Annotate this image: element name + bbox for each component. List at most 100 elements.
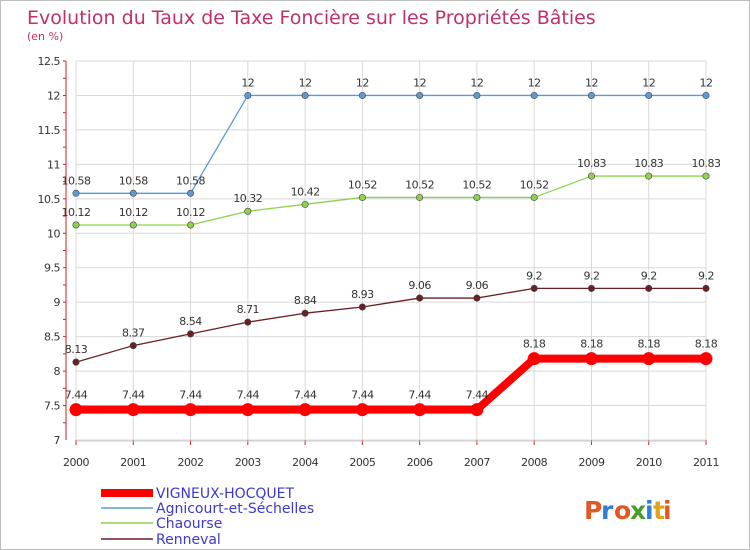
data-label-agnicourt-et-s-chelles: 12	[642, 76, 655, 89]
legend-label: Renneval	[156, 532, 221, 548]
data-point-agnicourt-et-s-chelles	[473, 91, 481, 99]
legend-label: Agnicourt-et-Séchelles	[156, 501, 314, 517]
data-point-vigneux-hocquet	[527, 352, 541, 366]
data-label-renneval: 9.2	[526, 269, 542, 282]
series-line-agnicourt-et-s-chelles	[76, 94, 706, 194]
data-label-chaourse: 10.83	[692, 157, 721, 170]
x-tick-label: 2001	[120, 456, 146, 469]
x-tick-label: 2011	[693, 456, 719, 469]
data-label-vigneux-hocquet: 7.44	[466, 389, 489, 402]
data-point-renneval	[129, 342, 137, 350]
data-label-chaourse: 10.12	[62, 206, 91, 219]
data-label-renneval: 8.13	[65, 343, 88, 356]
data-point-renneval	[301, 309, 309, 317]
data-label-renneval: 9.2	[583, 269, 599, 282]
data-label-layer: 10.58 10.58 10.58 12 12 12 12 12 12 12 12 12 10.12 10…	[62, 76, 722, 402]
data-label-chaourse: 10.52	[462, 178, 491, 191]
data-point-chaourse	[530, 193, 538, 201]
data-point-chaourse	[301, 200, 309, 208]
data-point-vigneux-hocquet	[298, 403, 312, 417]
data-label-agnicourt-et-s-chelles: 10.58	[176, 174, 205, 187]
axis-layer: 7 7.5 8 8.5 9 9.5 10 10.5 11 11.5 12 12.5 2000 2001 20…	[38, 55, 720, 469]
logo-letter: o	[614, 496, 631, 525]
y-tick-label: 9	[54, 296, 61, 309]
data-point-vigneux-hocquet	[584, 352, 598, 366]
data-point-chaourse	[358, 193, 366, 201]
data-point-renneval	[530, 284, 538, 292]
y-tick-label: 8.5	[44, 331, 60, 344]
data-point-renneval	[244, 318, 252, 326]
proxiti-logo: Pr oxi ti	[584, 496, 672, 525]
data-point-chaourse	[416, 193, 424, 201]
data-label-chaourse: 10.52	[348, 178, 377, 191]
data-point-renneval	[72, 358, 80, 366]
data-point-chaourse	[244, 207, 252, 215]
data-label-renneval: 9.2	[641, 269, 657, 282]
data-label-chaourse: 10.32	[233, 192, 262, 205]
y-tick-label: 9.5	[44, 262, 60, 275]
series-layer	[69, 91, 713, 417]
data-label-vigneux-hocquet: 8.18	[580, 338, 603, 351]
x-tick-label: 2002	[178, 456, 204, 469]
data-label-chaourse: 10.12	[176, 206, 205, 219]
data-point-vigneux-hocquet	[69, 403, 83, 417]
data-point-vigneux-hocquet	[470, 403, 484, 417]
y-tick-label: 8	[54, 365, 61, 378]
data-label-vigneux-hocquet: 7.44	[351, 389, 374, 402]
data-point-vigneux-hocquet	[184, 403, 198, 417]
data-label-renneval: 9.06	[466, 279, 489, 292]
y-tick-label: 11	[47, 158, 60, 171]
data-point-renneval	[702, 284, 710, 292]
data-point-chaourse	[72, 221, 80, 229]
x-tick-label: 2010	[636, 456, 662, 469]
data-label-renneval: 8.93	[351, 288, 374, 301]
x-tick-label: 2009	[578, 456, 604, 469]
data-point-chaourse	[187, 221, 195, 229]
y-tick-label: 10.5	[38, 193, 61, 206]
data-label-agnicourt-et-s-chelles: 12	[413, 76, 426, 89]
data-label-renneval: 8.71	[237, 303, 260, 316]
data-label-vigneux-hocquet: 7.44	[65, 389, 88, 402]
data-point-agnicourt-et-s-chelles	[587, 91, 595, 99]
data-label-vigneux-hocquet: 8.18	[695, 338, 718, 351]
data-label-vigneux-hocquet: 7.44	[179, 389, 202, 402]
data-point-vigneux-hocquet	[355, 403, 369, 417]
logo-letter: t	[653, 496, 665, 525]
data-point-agnicourt-et-s-chelles	[530, 91, 538, 99]
data-point-chaourse	[129, 221, 137, 229]
data-label-renneval: 9.06	[408, 279, 431, 292]
logo-letter: P	[584, 496, 602, 525]
data-point-agnicourt-et-s-chelles	[645, 91, 653, 99]
series-line-vigneux-hocquet	[76, 354, 706, 414]
x-tick-label: 2000	[63, 456, 89, 469]
data-point-agnicourt-et-s-chelles	[702, 91, 710, 99]
series-line-renneval	[75, 287, 706, 363]
series-line-chaourse	[76, 175, 706, 226]
chart-title: Evolution du Taux de Taxe Foncière sur l…	[27, 7, 596, 29]
data-point-chaourse	[587, 172, 595, 180]
x-tick-label: 2003	[235, 456, 261, 469]
data-point-agnicourt-et-s-chelles	[72, 189, 80, 197]
data-point-renneval	[358, 303, 366, 311]
y-tick-label: 11.5	[38, 124, 61, 137]
x-tick-label: 2008	[521, 456, 547, 469]
data-label-renneval: 8.54	[179, 315, 202, 328]
data-label-agnicourt-et-s-chelles: 12	[585, 76, 598, 89]
y-tick-label: 7.5	[44, 400, 60, 413]
data-label-agnicourt-et-s-chelles: 10.58	[119, 174, 148, 187]
data-label-chaourse: 10.42	[291, 185, 320, 198]
logo-letter: x	[630, 496, 646, 525]
data-label-agnicourt-et-s-chelles: 10.58	[62, 174, 91, 187]
data-label-vigneux-hocquet: 7.44	[122, 389, 145, 402]
data-point-vigneux-hocquet	[126, 403, 140, 417]
data-label-chaourse: 10.12	[119, 206, 148, 219]
data-label-vigneux-hocquet: 7.44	[408, 389, 431, 402]
data-label-renneval: 9.2	[698, 269, 714, 282]
y-tick-label: 12.5	[38, 55, 61, 68]
data-label-renneval: 8.84	[294, 294, 317, 307]
logo-letter: r	[601, 496, 614, 525]
chart-subtitle: (en %)	[27, 30, 63, 43]
data-point-vigneux-hocquet	[699, 352, 713, 366]
data-label-agnicourt-et-s-chelles: 12	[470, 76, 483, 89]
